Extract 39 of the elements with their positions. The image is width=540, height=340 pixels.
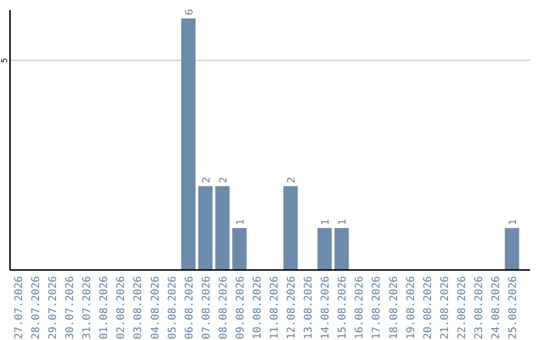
x-tick-label: 27.07.2026 <box>13 276 26 340</box>
data-label: 6 <box>184 9 196 16</box>
x-tick-label: 16.08.2026 <box>354 276 366 340</box>
x-tick-label: 09.08.2026 <box>234 276 246 340</box>
y-tick-label: 5 <box>0 58 9 63</box>
x-tick-label: 25.08.2026 <box>506 276 519 340</box>
x-tick-label: 01.08.2026 <box>98 276 110 340</box>
x-tick-label: 31.07.2026 <box>81 276 94 340</box>
x-tick-label: 08.08.2026 <box>217 276 230 340</box>
x-tick-label: 03.08.2026 <box>132 276 144 340</box>
x-tick-label: 06.08.2026 <box>183 276 196 340</box>
x-tick-label: 29.07.2026 <box>47 276 60 340</box>
x-tick-label: 14.08.2026 <box>320 276 332 340</box>
x-tick-label: 15.08.2026 <box>336 276 349 340</box>
data-label: 1 <box>508 218 519 226</box>
x-tick-label: 07.08.2026 <box>200 276 212 340</box>
x-tick-label: 11.08.2026 <box>268 276 281 340</box>
x-tick-label: 04.08.2026 <box>149 276 162 340</box>
x-tick-label: 13.08.2026 <box>302 276 315 340</box>
x-tick-label: 19.08.2026 <box>404 276 417 340</box>
x-tick-label: 22.08.2026 <box>456 276 468 340</box>
x-tick-label: 02.08.2026 <box>115 276 128 340</box>
x-tick-label: 21.08.2026 <box>438 276 451 340</box>
x-tick-label: 12.08.2026 <box>286 276 298 340</box>
x-tick-label: 24.08.2026 <box>490 276 502 340</box>
data-label: 1 <box>338 218 349 226</box>
x-tick-label: 30.07.2026 <box>64 276 76 340</box>
x-tick-label: 10.08.2026 <box>251 276 264 340</box>
x-tick-label: 05.08.2026 <box>166 276 178 340</box>
x-tick-label: 18.08.2026 <box>388 276 400 340</box>
data-label: 2 <box>201 176 212 184</box>
data-label: 1 <box>320 218 332 226</box>
x-tick-label: 23.08.2026 <box>472 276 485 340</box>
data-label: 1 <box>235 218 246 226</box>
data-label: 2 <box>218 176 230 184</box>
data-label: 2 <box>286 176 298 184</box>
x-tick-label: 28.07.2026 <box>30 276 42 340</box>
x-tick-label: 17.08.2026 <box>370 276 383 340</box>
x-tick-label: 20.08.2026 <box>422 276 434 340</box>
